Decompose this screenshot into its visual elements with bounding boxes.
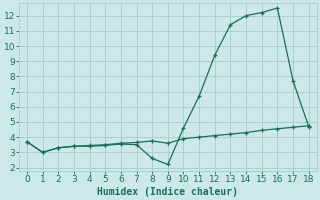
X-axis label: Humidex (Indice chaleur): Humidex (Indice chaleur) [97, 186, 238, 197]
